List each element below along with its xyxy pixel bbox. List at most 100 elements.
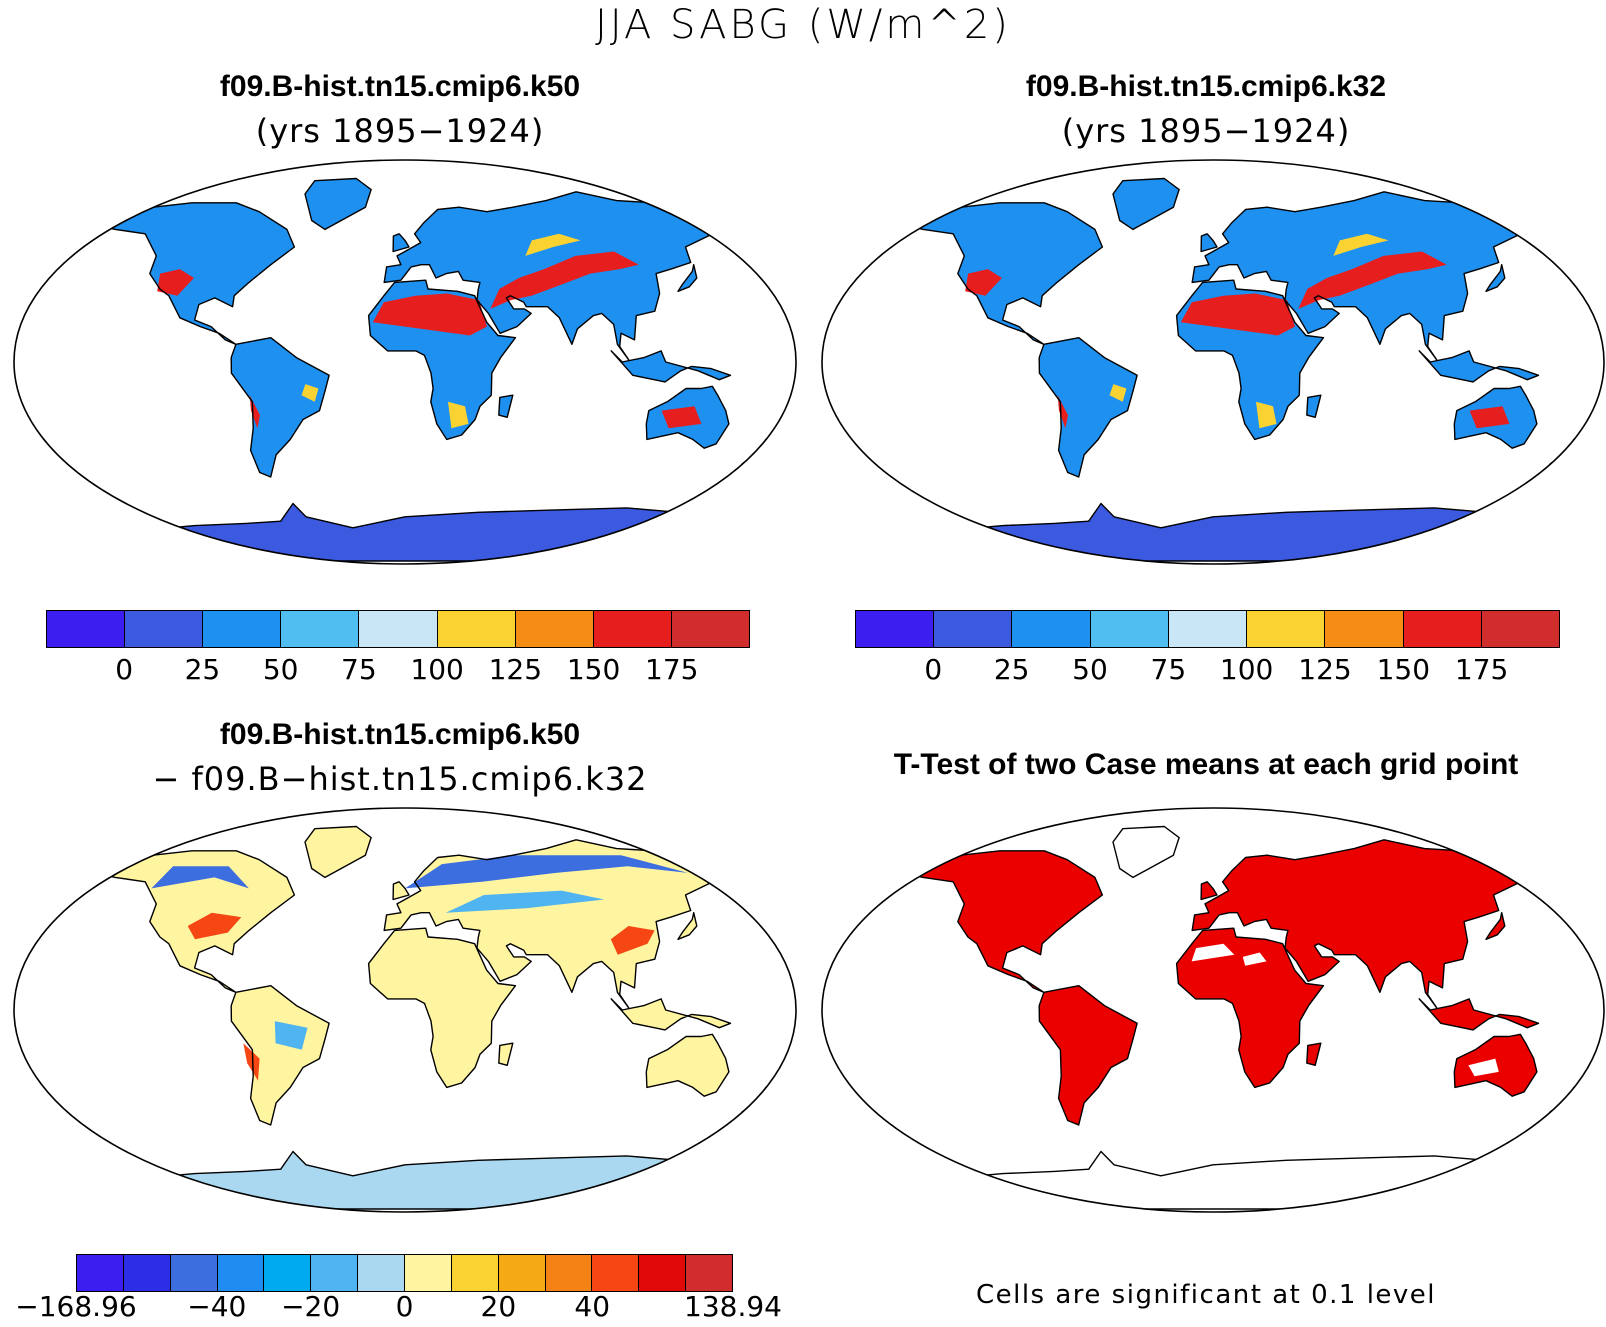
- coastline-africa: [367, 279, 517, 441]
- colorbar-swatch: [1325, 611, 1404, 647]
- colorbar-swatch: [639, 1255, 687, 1291]
- colorbar-k32-labels: 0 25 50 75 100 125 150 175: [855, 653, 1560, 687]
- colorbar-swatch: [1481, 611, 1559, 647]
- coastline-uk: [1200, 881, 1218, 901]
- land-uk: [393, 881, 409, 900]
- colorbar-tick-label: 75: [341, 653, 377, 686]
- colorbar-swatch: [125, 611, 204, 647]
- panel-title-k32: f09.B-hist.tn15.cmip6.k32: [1025, 70, 1387, 103]
- warm-region: [448, 401, 469, 429]
- coastline-japan: [1485, 263, 1506, 293]
- coastline-japan: [677, 911, 698, 941]
- colorbar-k50: [46, 610, 750, 648]
- land-uk: [393, 233, 409, 252]
- coastline-uk: [392, 881, 410, 901]
- significant-region-namerica: [901, 850, 1103, 993]
- hot-region: [661, 406, 702, 429]
- positive-region: [610, 926, 655, 955]
- coastline-australia: [645, 1033, 730, 1097]
- nonsignificant-region: [1468, 1058, 1499, 1077]
- significance-note: Cells are significant at 0.1 level: [975, 1280, 1437, 1310]
- map-frame: [13, 159, 797, 565]
- coastline-uk: [1200, 233, 1218, 253]
- coastline-samerica: [1038, 336, 1138, 478]
- colorbar-k32: [855, 610, 1560, 648]
- land-australia: [646, 1034, 729, 1097]
- colorbar-swatch: [358, 1255, 406, 1291]
- colorbar-swatch: [1247, 611, 1326, 647]
- significant-region-africa: [1176, 928, 1324, 1088]
- coastline-namerica: [901, 850, 1104, 994]
- land-uk: [1201, 233, 1217, 252]
- coastline-namerica: [93, 850, 296, 994]
- coastline-africa: [367, 927, 517, 1089]
- coastline-africa: [1175, 279, 1325, 441]
- coastline-eurasia: [383, 839, 746, 1009]
- coastline-australia: [645, 385, 730, 449]
- coastline-indonesia: [1418, 350, 1540, 383]
- coastline-indonesia: [1418, 998, 1540, 1031]
- colorbar-k50-labels: 0 25 50 75 100 125 150 175: [46, 653, 750, 687]
- coastline-samerica: [230, 336, 330, 478]
- colorbar-tick-label: 100: [1219, 653, 1274, 686]
- colorbar-swatch: [47, 611, 126, 647]
- colorbar-swatch: [1090, 611, 1169, 647]
- hot-region: [157, 269, 194, 296]
- colorbar-swatch: [311, 1255, 359, 1291]
- colorbar-tick-label: −40: [187, 1290, 247, 1323]
- hot-region: [1469, 406, 1510, 429]
- negative-region: [405, 855, 688, 889]
- colorbar-tick-label: 25: [993, 653, 1030, 686]
- panel-subtitle-k32: (yrs 1895−1924): [1061, 112, 1351, 150]
- colorbar-swatch: [592, 1255, 640, 1291]
- coastline-greenland: [1112, 825, 1180, 879]
- colorbar-tick-label: −20: [281, 1290, 341, 1323]
- warm-region: [1109, 384, 1127, 402]
- coastline-namerica: [901, 202, 1104, 346]
- coastline-australia: [1453, 1033, 1538, 1097]
- colorbar-tick-label: 125: [488, 653, 543, 686]
- colorbar-tick-label: 150: [1376, 653, 1431, 686]
- coastline-eurasia: [383, 191, 746, 361]
- panel-title-diff: f09.B-hist.tn15.cmip6.k50: [219, 718, 581, 751]
- colorbar-swatch: [593, 611, 672, 647]
- colorbar-tick-label: 150: [566, 653, 621, 686]
- coastline-greenland: [304, 177, 372, 231]
- coastline-japan: [1485, 911, 1506, 941]
- colorbar-swatch: [281, 611, 360, 647]
- colorbar-tick-label: 0: [115, 653, 134, 686]
- colorbar-swatch: [1168, 611, 1248, 647]
- land-samerica: [231, 337, 330, 477]
- land-samerica: [231, 985, 330, 1125]
- coastline-samerica: [230, 984, 330, 1126]
- colorbar-tick-label: 0: [924, 653, 943, 686]
- colorbar-swatch: [671, 611, 749, 647]
- coastline-indonesia: [610, 350, 732, 383]
- land-africa: [368, 928, 516, 1088]
- colorbar-tick-label: 100: [410, 653, 464, 686]
- land-namerica: [93, 202, 295, 345]
- nonsignificant-region: [1191, 943, 1235, 962]
- coastline-japan: [677, 263, 698, 293]
- hot-region: [490, 251, 639, 309]
- warm-region: [1256, 401, 1277, 429]
- hot-region: [965, 269, 1002, 296]
- map-frame: [821, 159, 1605, 565]
- land-greenland: [1113, 178, 1180, 230]
- colorbar-swatch: [405, 1255, 452, 1291]
- colorbar-swatch: [1012, 611, 1091, 647]
- colorbar-swatch: [77, 1255, 124, 1291]
- significant-region-madagascar: [1306, 1043, 1321, 1066]
- positive-region: [243, 1043, 260, 1081]
- coastline-antarctica: [906, 1150, 1520, 1210]
- colorbar-tick-label: 20: [480, 1290, 517, 1323]
- land-namerica: [901, 202, 1103, 345]
- colorbar-tick-label: 0: [395, 1290, 414, 1323]
- coastline-eurasia: [1191, 191, 1554, 361]
- negative-region: [274, 1021, 308, 1050]
- map-k50: [13, 159, 797, 565]
- colorbar-tick-label: 175: [1454, 653, 1509, 686]
- hot-region: [372, 293, 487, 336]
- negative-region: [445, 890, 605, 913]
- coastline-australia: [1453, 385, 1538, 449]
